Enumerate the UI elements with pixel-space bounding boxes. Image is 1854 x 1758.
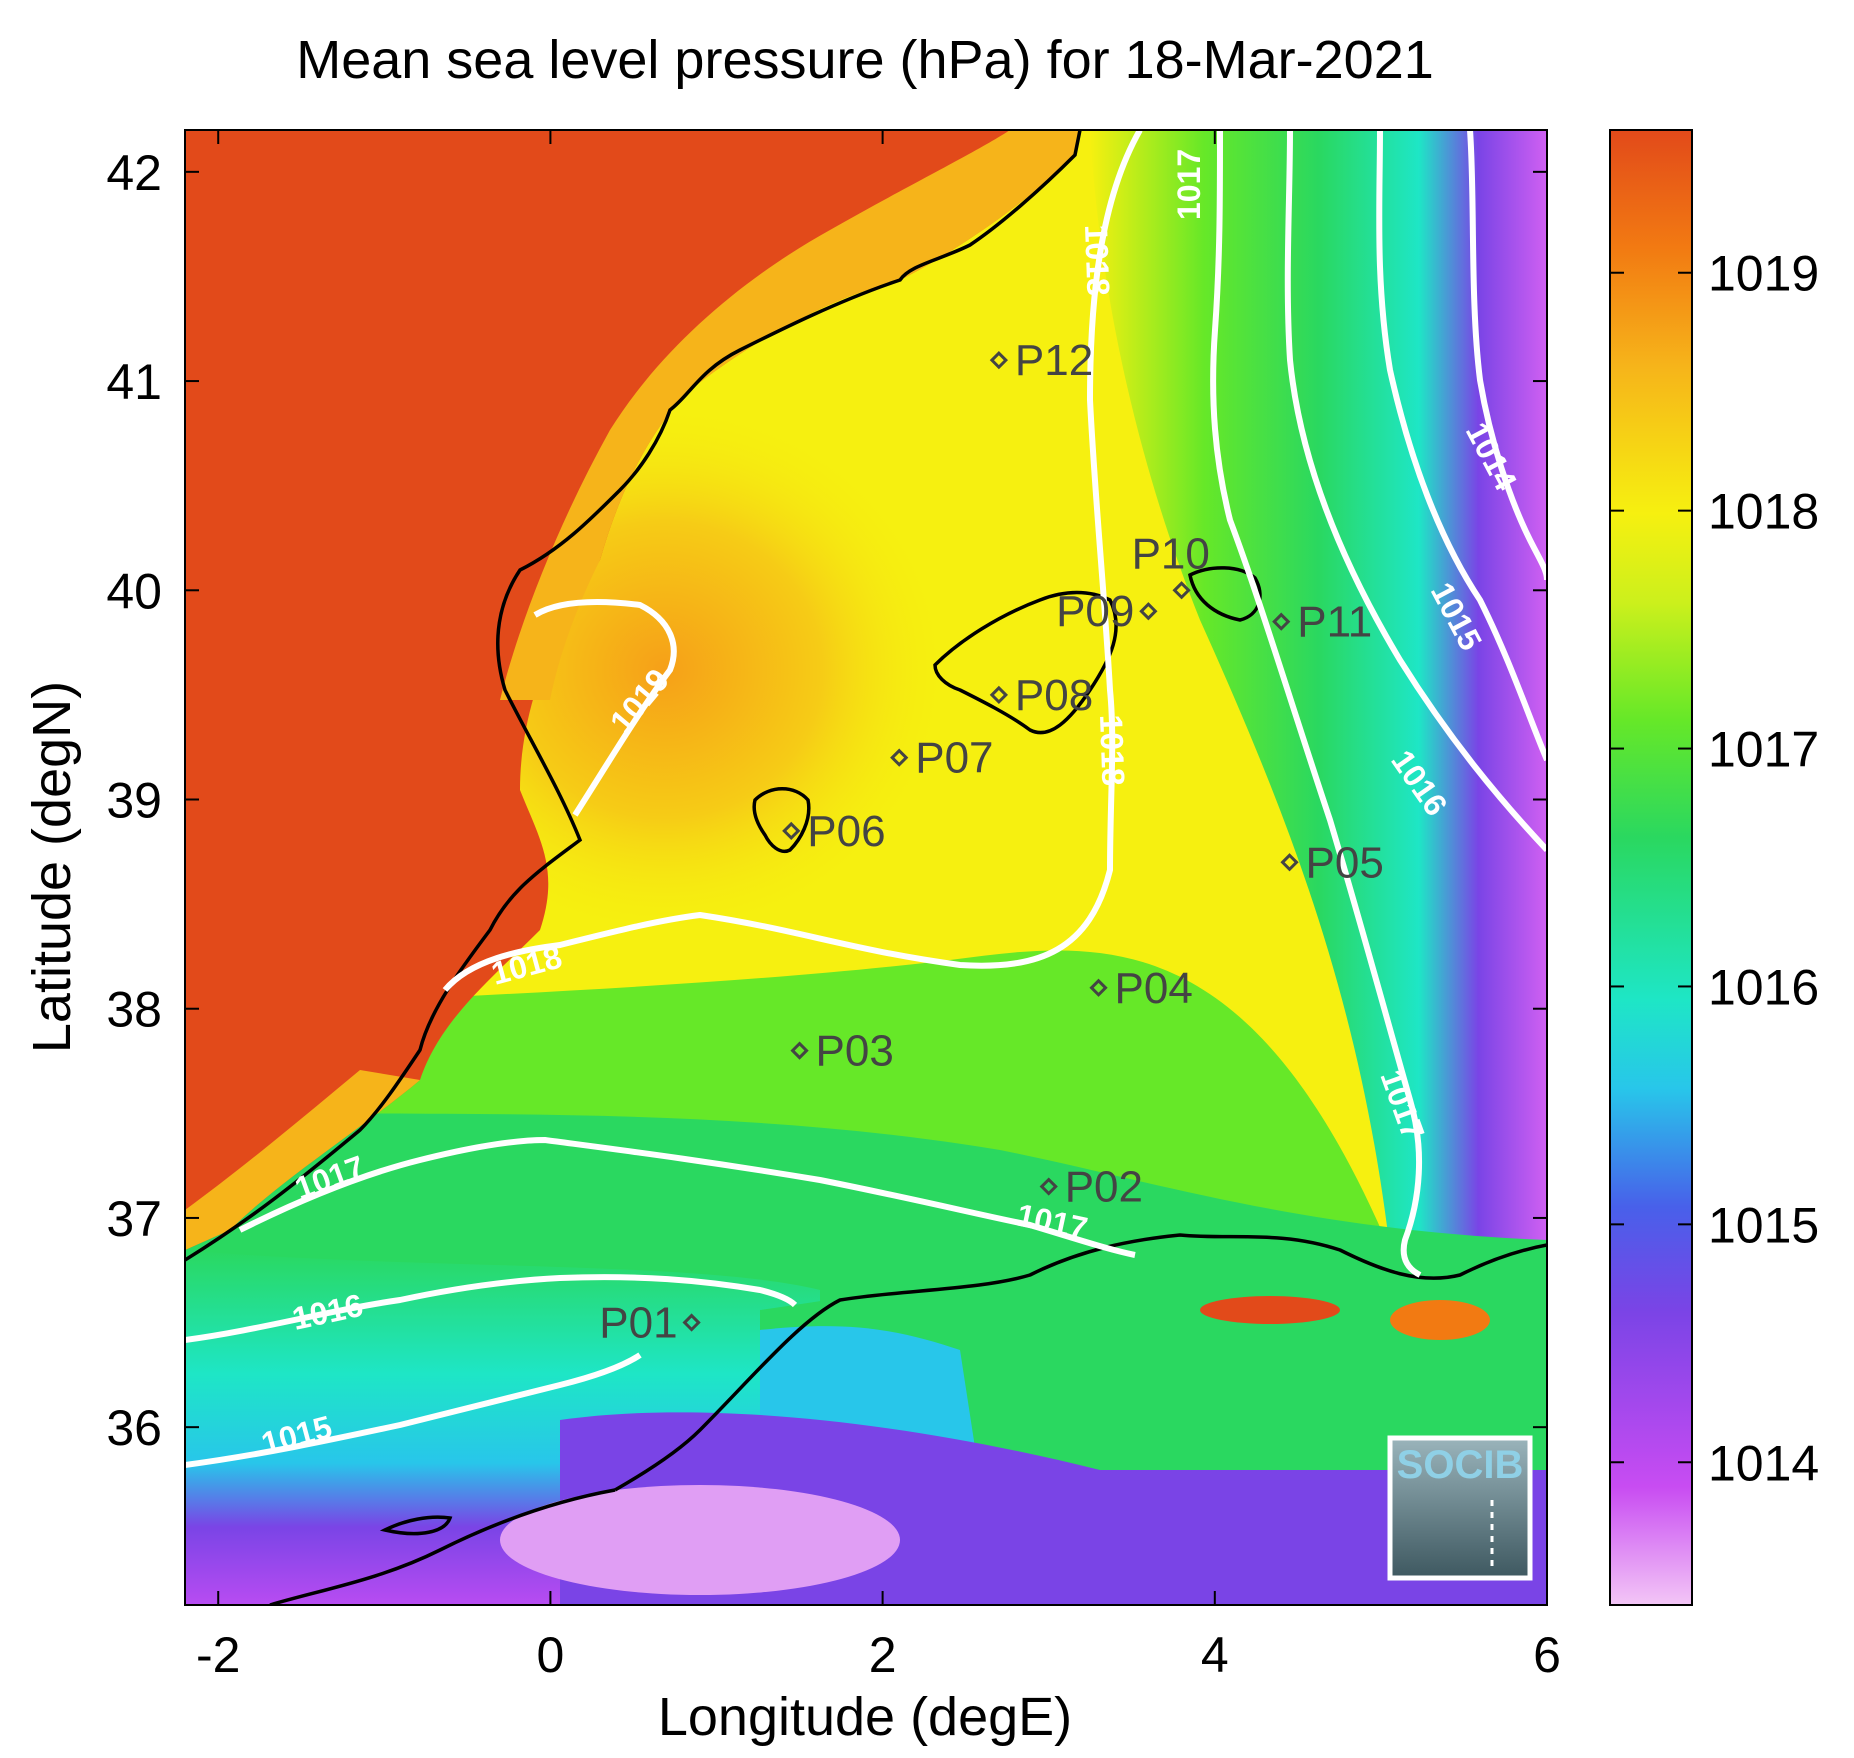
x-tick-label: 6 [1533, 1627, 1561, 1683]
isobars [185, 130, 1547, 1468]
colorbar-tick-label: 1014 [1708, 1435, 1819, 1491]
contour-label: 1018 [1078, 224, 1116, 296]
station-point: P08 [989, 671, 1093, 720]
station-point: P02 [1039, 1163, 1143, 1212]
colorbar-ticks: 1014 1015 1016 1017 1018 1019 [1610, 246, 1819, 1491]
station-label: P05 [1306, 838, 1384, 887]
station-label: P12 [1015, 336, 1093, 385]
station-label: P03 [816, 1027, 894, 1076]
station-label: P01 [599, 1299, 677, 1348]
diamond-marker [1089, 978, 1108, 997]
station-label: P11 [1297, 598, 1372, 647]
contour-label: 1018 [1093, 714, 1131, 786]
y-tick-label: 41 [106, 354, 162, 410]
station-label: P04 [1115, 964, 1193, 1013]
contour-label: 1017 [1171, 149, 1207, 220]
colorbar-gradient [1609, 129, 1693, 1606]
y-axis: 36 37 38 39 40 41 42 [106, 145, 1547, 1456]
station-point: P11 [1272, 598, 1372, 647]
x-axis: -2 0 2 4 6 [196, 130, 1561, 1683]
diamond-marker [682, 1313, 701, 1332]
y-axis-label: Latitude (degN) [22, 681, 82, 1053]
station-point: P07 [890, 734, 994, 783]
station-points: P01 P02 P03 P04 P05 P06 P07 P08 P09 P10 P11 P12 [599, 336, 1384, 1347]
station-point: P12 [989, 336, 1093, 385]
colorbar-tick-label: 1017 [1708, 722, 1819, 778]
diamond-marker [782, 821, 801, 841]
y-tick-label: 36 [106, 1400, 162, 1456]
station-label: P07 [915, 734, 993, 783]
diamond-marker [790, 1041, 809, 1060]
diamond-marker [890, 748, 909, 767]
x-tick-label: 2 [869, 1627, 897, 1683]
socib-logo: SOCIB [1387, 1435, 1533, 1581]
y-tick-label: 39 [106, 773, 162, 829]
diamond-marker [989, 351, 1009, 370]
map-field [185, 130, 1547, 1605]
station-point: P04 [1089, 964, 1193, 1013]
y-tick-label: 42 [106, 145, 162, 201]
plot-frame [184, 129, 1548, 1606]
colorbar-tick-label: 1016 [1708, 959, 1819, 1015]
x-tick-label: -2 [196, 1627, 240, 1683]
y-tick-label: 40 [106, 563, 162, 619]
station-point: P06 [782, 807, 886, 856]
station-point: P05 [1280, 838, 1384, 887]
colorbar-tick-label: 1015 [1708, 1197, 1819, 1253]
diamond-marker [989, 685, 1009, 705]
station-point: P01 [599, 1299, 701, 1348]
station-point: P10 [1132, 529, 1210, 600]
x-tick-label: 0 [537, 1627, 565, 1683]
station-label: P08 [1015, 671, 1093, 720]
chart-title: Mean sea level pressure (hPa) for 18-Mar… [296, 30, 1434, 90]
diamond-marker [1272, 612, 1291, 631]
station-point: P09 [1056, 587, 1158, 636]
station-label: P06 [807, 807, 885, 856]
colorbar: 1014 1015 1016 1017 1018 1019 [1609, 129, 1819, 1606]
x-axis-label: Longitude (degE) [658, 1687, 1072, 1747]
station-label: P02 [1065, 1163, 1143, 1212]
station-label: P10 [1132, 529, 1210, 578]
y-tick-label: 37 [106, 1191, 162, 1247]
diamond-marker [1280, 853, 1299, 872]
diamond-marker [1039, 1177, 1058, 1196]
x-tick-label: 4 [1201, 1627, 1229, 1683]
diamond-marker [1139, 602, 1158, 621]
diamond-marker [1172, 581, 1191, 600]
station-label: P09 [1056, 587, 1134, 636]
station-point: P03 [790, 1027, 894, 1076]
coastlines [185, 130, 1547, 1605]
colorbar-tick-label: 1018 [1708, 484, 1819, 540]
colorbar-tick-label: 1019 [1708, 246, 1819, 302]
y-tick-label: 38 [106, 982, 162, 1038]
logo-text: SOCIB [1397, 1443, 1524, 1487]
